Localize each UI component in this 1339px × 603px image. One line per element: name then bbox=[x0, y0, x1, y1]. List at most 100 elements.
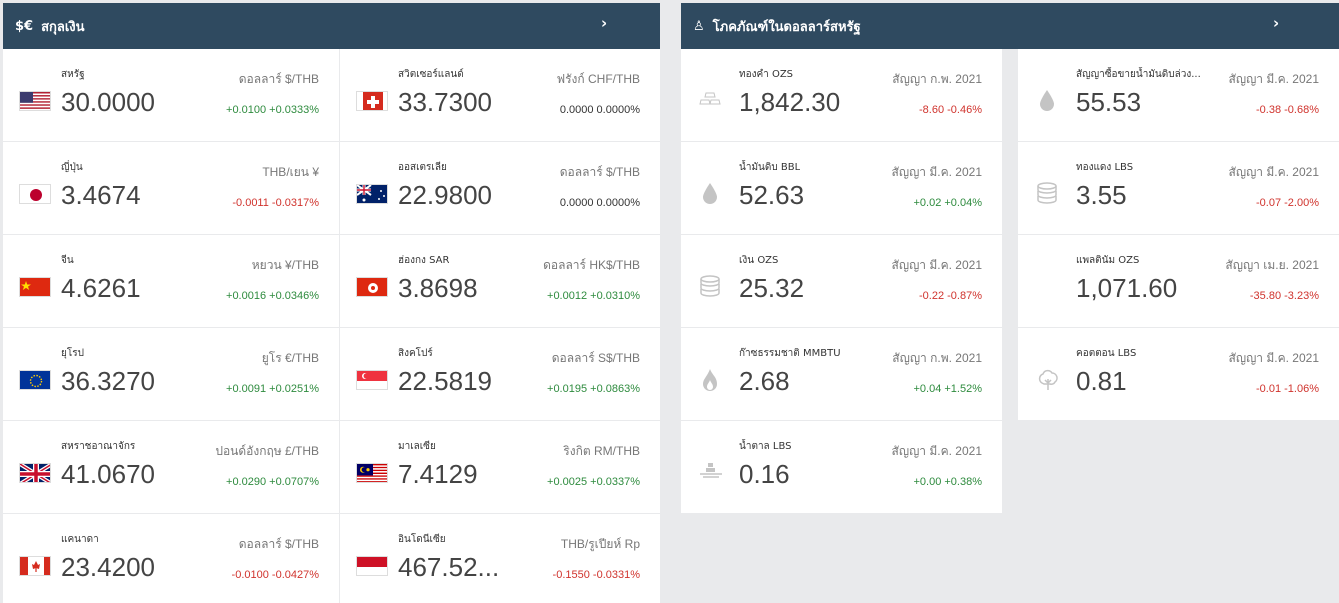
currency-name: ญี่ปุ่น bbox=[61, 162, 83, 173]
currency-card-gb[interactable]: สหราชอาณาจักร ปอนด์อังกฤษ £/THB 41.0670 +0.… bbox=[3, 421, 339, 513]
commodity-panel: ♙ โภคภัณฑ์ในดอลลาร์สหรัฐ › ทองคำ OZS สัญญ… bbox=[681, 3, 1339, 603]
currency-name: แคนาดา bbox=[61, 534, 99, 545]
currency-change: -0.1550 -0.0331% bbox=[552, 569, 640, 581]
currency-rate: 41.0670 bbox=[61, 459, 155, 489]
currency-card-us[interactable]: สหรัฐ ดอลลาร์ $/THB 30.0000 +0.0100 +0.0333… bbox=[3, 49, 339, 141]
currency-pair: THB/รูเปียห์ Rp bbox=[560, 537, 640, 551]
currency-grid: สหรัฐ ดอลลาร์ $/THB 30.0000 +0.0100 +0.0333… bbox=[3, 49, 660, 603]
currency-pair: ดอลลาร์ $/THB bbox=[238, 72, 319, 86]
coin-stack-icon bbox=[699, 275, 721, 301]
commodity-contract: สัญญา มี.ค. 2021 bbox=[891, 444, 982, 458]
chevron-right-icon[interactable]: › bbox=[1273, 14, 1280, 32]
currency-rate: 3.8698 bbox=[398, 273, 478, 303]
currency-change: +0.0290 +0.0707% bbox=[226, 476, 319, 488]
commodity-contract: สัญญา มี.ค. 2021 bbox=[891, 165, 982, 179]
sugar-icon bbox=[699, 461, 722, 487]
currency-card-ca[interactable]: แคนาดา ดอลลาร์ $/THB 23.4200 -0.0100 -0.042… bbox=[3, 514, 339, 603]
commodity-name: คอตตอน LBS bbox=[1076, 348, 1137, 359]
currency-panel: $€ สกุลเงิน › สหรัฐ ดอลลาร์ $/THB 30.0000 +… bbox=[3, 3, 660, 603]
commodity-card[interactable]: เงิน OZS สัญญา มี.ค. 2021 25.32 -0.22 -0.87… bbox=[681, 235, 1002, 327]
currency-rate: 22.9800 bbox=[398, 180, 492, 210]
gold-bars-icon bbox=[699, 89, 721, 115]
currency-card-au[interactable]: ออสเตรเลีย ดอลลาร์ $/THB 22.9800 0.0000 0.0… bbox=[340, 142, 660, 234]
commodity-card[interactable]: คอตตอน LBS สัญญา มี.ค. 2021 0.81 -0.01 -1.0… bbox=[1018, 328, 1339, 420]
commodity-name: เงิน OZS bbox=[739, 255, 779, 266]
currency-name: ฮ่องกง SAR bbox=[398, 255, 450, 266]
flag-gb-icon bbox=[19, 463, 51, 483]
commodity-name: ก๊าซธรรมชาติ MMBTU bbox=[739, 348, 841, 359]
commodity-header[interactable]: ♙ โภคภัณฑ์ในดอลลาร์สหรัฐ › bbox=[681, 3, 1339, 49]
commodity-change: +0.00 +0.38% bbox=[913, 476, 982, 488]
currency-pair: ดอลลาร์ S$/THB bbox=[551, 351, 640, 365]
currency-card-eu[interactable]: ยุโรป ยูโร €/THB 36.3270 +0.0091 +0.0251% bbox=[3, 328, 339, 420]
coin-stack-icon bbox=[1036, 182, 1058, 208]
currency-card-hk[interactable]: ฮ่องกง SAR ดอลลาร์ HK$/THB 3.8698 +0.0012 +… bbox=[340, 235, 660, 327]
currency-rate: 22.5819 bbox=[398, 366, 492, 396]
currency-card-sg[interactable]: สิงคโปร์ ดอลลาร์ S$/THB 22.5819 +0.0195 +0.… bbox=[340, 328, 660, 420]
oil-drop-icon bbox=[699, 182, 721, 208]
currency-pair: ฟรังก์ CHF/THB bbox=[556, 72, 640, 86]
commodity-icon: ♙ bbox=[693, 18, 705, 34]
flame-icon bbox=[699, 368, 721, 394]
commodity-change: +0.02 +0.04% bbox=[913, 197, 982, 209]
commodity-change: -35.80 -3.23% bbox=[1249, 290, 1319, 302]
currency-rate: 36.3270 bbox=[61, 366, 155, 396]
currency-name: สหราชอาณาจักร bbox=[61, 441, 136, 452]
commodity-contract: สัญญา มี.ค. 2021 bbox=[1228, 165, 1319, 179]
commodity-change: +0.04 +1.52% bbox=[913, 383, 982, 395]
currency-name: ออสเตรเลีย bbox=[398, 162, 447, 173]
currency-change: +0.0091 +0.0251% bbox=[226, 383, 319, 395]
commodity-contract: สัญญา เม.ย. 2021 bbox=[1225, 258, 1319, 272]
currency-rate: 30.0000 bbox=[61, 87, 155, 117]
flag-hk-icon bbox=[356, 277, 388, 297]
currency-pair: ริงกิต RM/THB bbox=[563, 444, 640, 458]
currency-pair: THB/เยน ¥ bbox=[262, 165, 319, 179]
currency-card-id[interactable]: อินโดนีเซีย THB/รูเปียห์ Rp 467.52... -0.15… bbox=[340, 514, 660, 603]
commodity-contract: สัญญา มี.ค. 2021 bbox=[1228, 351, 1319, 365]
currency-card-jp[interactable]: ญี่ปุ่น THB/เยน ¥ 3.4674 -0.0011 -0.0317% bbox=[3, 142, 339, 234]
commodity-price: 25.32 bbox=[739, 273, 805, 303]
flag-cn-icon bbox=[19, 277, 51, 297]
currency-change: -0.0011 -0.0317% bbox=[232, 197, 319, 209]
commodity-name: น้ำตาล LBS bbox=[739, 441, 792, 452]
currency-rate: 7.4129 bbox=[398, 459, 478, 489]
commodity-card[interactable]: น้ำมันดิบ BBL สัญญา มี.ค. 2021 52.63 +0.02 … bbox=[681, 142, 1002, 234]
currency-pair: หยวน ¥/THB bbox=[251, 258, 319, 272]
currency-rate: 3.4674 bbox=[61, 180, 141, 210]
flag-au-icon bbox=[356, 184, 388, 204]
commodity-card[interactable]: สัญญาซื้อขายน้ำมันดิบล่วง... สัญญา มี.ค. … bbox=[1018, 49, 1339, 141]
flag-id-icon bbox=[356, 556, 388, 576]
commodity-change: -0.07 -2.00% bbox=[1256, 197, 1319, 209]
flag-us-icon bbox=[19, 91, 51, 111]
currency-card-ch[interactable]: สวิตเซอร์แลนด์ ฟรังก์ CHF/THB 33.7300 0.000… bbox=[340, 49, 660, 141]
commodity-contract: สัญญา ก.พ. 2021 bbox=[892, 72, 982, 86]
currency-rate: 33.7300 bbox=[398, 87, 492, 117]
currency-name: สิงคโปร์ bbox=[398, 348, 433, 359]
currency-pair: ดอลลาร์ HK$/THB bbox=[543, 258, 640, 272]
commodity-contract: สัญญา ก.พ. 2021 bbox=[892, 351, 982, 365]
cotton-icon bbox=[1036, 368, 1058, 394]
currency-name: จีน bbox=[61, 255, 74, 266]
commodity-card[interactable]: ก๊าซธรรมชาติ MMBTU สัญญา ก.พ. 2021 2.68 +0.… bbox=[681, 328, 1002, 420]
currency-icon: $€ bbox=[15, 18, 34, 34]
commodity-title: โภคภัณฑ์ในดอลลาร์สหรัฐ bbox=[712, 19, 861, 35]
commodity-card[interactable]: ทองแดง LBS สัญญา มี.ค. 2021 3.55 -0.07 -2.0… bbox=[1018, 142, 1339, 234]
currency-card-my[interactable]: มาเลเซีย ริงกิต RM/THB 7.4129 +0.0025 +0.03… bbox=[340, 421, 660, 513]
currency-pair: ดอลลาร์ $/THB bbox=[238, 537, 319, 551]
chevron-right-icon[interactable]: › bbox=[601, 14, 608, 32]
empty-slot bbox=[1018, 514, 1339, 603]
commodity-card[interactable]: แพลตินัม OZS สัญญา เม.ย. 2021 1,071.60 -35.… bbox=[1018, 235, 1339, 327]
commodity-change: -0.22 -0.87% bbox=[919, 290, 982, 302]
flag-sg-icon bbox=[356, 370, 388, 390]
flag-jp-icon bbox=[19, 184, 51, 204]
currency-card-cn[interactable]: จีน หยวน ¥/THB 4.6261 +0.0016 +0.0346% bbox=[3, 235, 339, 327]
commodity-grid: ทองคำ OZS สัญญา ก.พ. 2021 1,842.30 -8.60 -0… bbox=[681, 49, 1339, 603]
currency-change: -0.0100 -0.0427% bbox=[231, 569, 319, 581]
currency-change: +0.0100 +0.0333% bbox=[226, 104, 319, 116]
commodity-card[interactable]: ทองคำ OZS สัญญา ก.พ. 2021 1,842.30 -8.60 -0… bbox=[681, 49, 1002, 141]
commodity-card[interactable]: น้ำตาล LBS สัญญา มี.ค. 2021 0.16 +0.00 +0.3… bbox=[681, 421, 1002, 513]
commodity-price: 55.53 bbox=[1076, 87, 1142, 117]
currency-header[interactable]: $€ สกุลเงิน › bbox=[3, 3, 660, 49]
commodity-price: 52.63 bbox=[739, 180, 805, 210]
currency-pair: ดอลลาร์ $/THB bbox=[559, 165, 640, 179]
